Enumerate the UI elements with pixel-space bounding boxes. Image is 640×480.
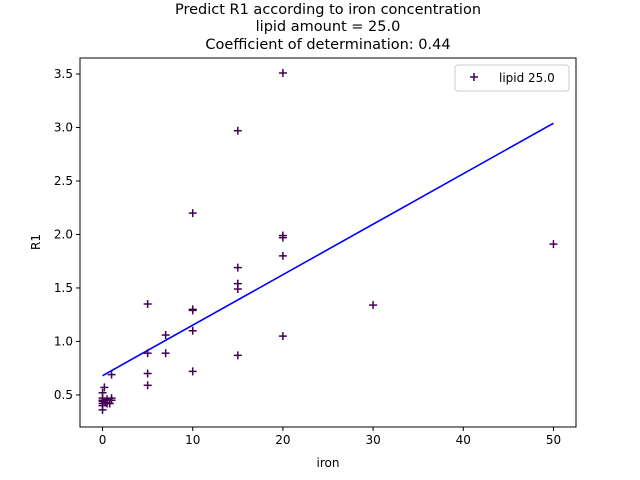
x-axis-label: iron [317,456,340,470]
y-tick-label: 2.0 [54,227,73,241]
data-point [188,367,197,376]
data-point [549,240,558,249]
data-point [233,279,242,288]
data-point [143,381,152,390]
chart-title-line-3: Coefficient of determination: 0.44 [205,37,450,53]
data-point [107,370,116,379]
y-tick-label: 3.5 [54,67,73,81]
legend-marker-plus [470,73,478,81]
data-point [100,383,109,392]
axes-frame [79,57,577,428]
y-tick-label: 0.5 [54,388,73,402]
x-tick-label: 10 [185,433,200,447]
data-point [233,263,242,272]
x-tick-label: 40 [456,433,471,447]
scatter-points-layer [98,68,558,414]
y-tick-label: 3.0 [54,121,73,135]
chart-title-line-2: lipid amount = 25.0 [256,19,401,35]
data-point [233,126,242,135]
data-point [278,251,287,260]
data-point [278,68,287,77]
legend-entry-label: lipid 25.0 [499,71,555,85]
data-point [143,369,152,378]
data-point [188,326,197,335]
data-point [278,231,287,240]
data-point [161,349,170,358]
regression-line-layer [102,122,554,377]
axis-ticks-layer: 0 10 20 30 40 50 0.5 1.0 1.5 2.0 2.5 3.0 3.5 [54,67,561,447]
data-point [278,332,287,341]
data-point [233,351,242,360]
data-point [103,395,112,404]
data-point [143,300,152,308]
chart-title-line-1: Predict R1 according to iron concentrati… [175,2,481,18]
data-point [188,209,197,218]
data-point [369,301,378,310]
data-point [161,331,170,340]
x-tick-label: 50 [546,433,561,447]
y-tick-label: 1.0 [54,334,73,348]
data-point [107,394,116,403]
y-tick-label: 2.5 [54,174,73,188]
legend-box [454,64,570,92]
y-tick-label: 1.5 [54,281,73,295]
legend: lipid 25.0 [454,64,570,92]
x-tick-label: 0 [99,433,107,447]
data-point [143,349,152,358]
x-tick-label: 30 [365,433,380,447]
x-tick-label: 20 [275,433,290,447]
data-point [188,305,197,314]
data-point [98,388,107,397]
regression-line [102,122,554,377]
y-axis-label: R1 [29,234,43,250]
